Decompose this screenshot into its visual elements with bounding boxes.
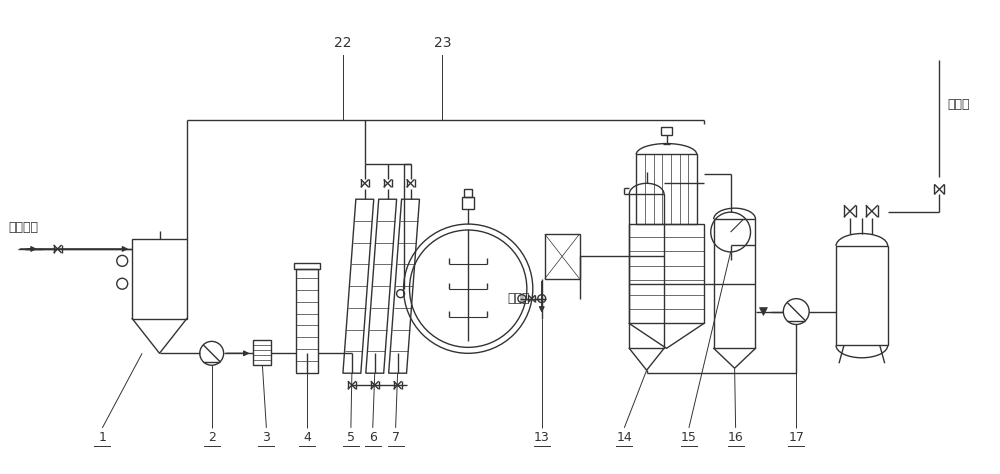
Text: 1: 1 [98, 431, 106, 444]
Bar [629, 194, 664, 348]
Bar [629, 224, 704, 323]
Text: 物料骨汤: 物料骨汤 [8, 221, 38, 234]
Text: 4: 4 [303, 431, 311, 444]
Text: 16: 16 [728, 431, 743, 444]
Text: 6: 6 [369, 431, 377, 444]
Text: 23: 23 [434, 36, 451, 50]
Bar [714, 219, 755, 348]
Text: 蒸馏水: 蒸馏水 [507, 292, 530, 305]
Bar [636, 155, 697, 224]
Bar [132, 239, 187, 319]
Bar [545, 234, 580, 279]
Text: 17: 17 [788, 431, 804, 444]
Bar [464, 189, 472, 197]
Text: 7: 7 [392, 431, 400, 444]
Bar [296, 269, 318, 373]
Text: 15: 15 [681, 431, 697, 444]
Bar [462, 197, 474, 209]
Bar [253, 340, 271, 365]
Text: 3: 3 [262, 431, 270, 444]
Text: 22: 22 [334, 36, 352, 50]
Bar [836, 246, 888, 346]
Text: 2: 2 [208, 431, 216, 444]
Text: 5: 5 [347, 431, 355, 444]
Bar [294, 263, 320, 269]
Bar [661, 127, 672, 135]
Text: 自来水: 自来水 [947, 98, 970, 111]
Text: 14: 14 [616, 431, 632, 444]
Polygon shape [759, 308, 767, 316]
Text: 13: 13 [534, 431, 550, 444]
